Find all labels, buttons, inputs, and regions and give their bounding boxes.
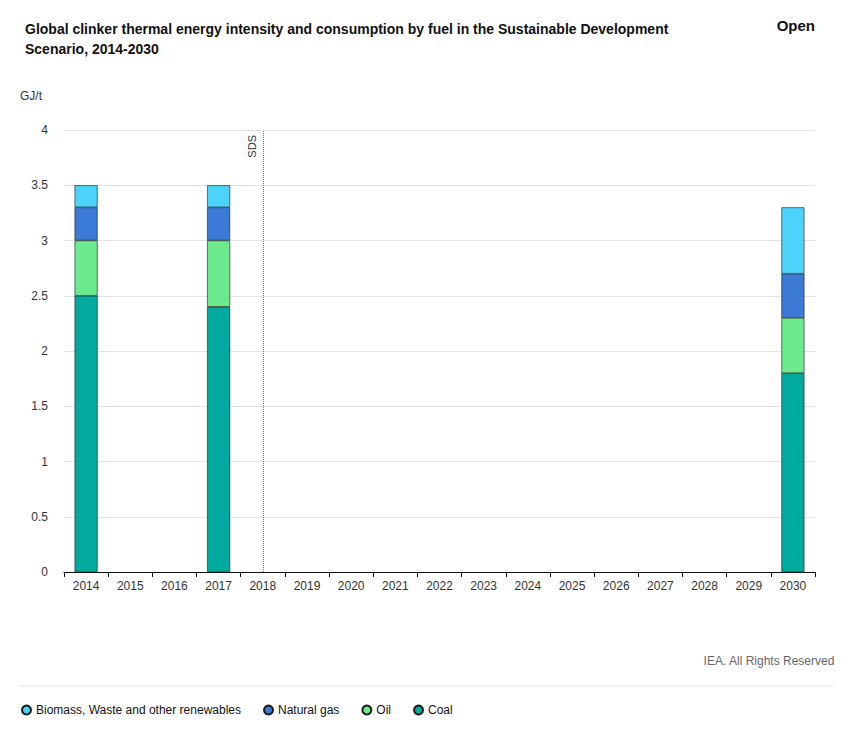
svg-text:2.5: 2.5 xyxy=(31,289,48,303)
svg-text:GJ/t: GJ/t xyxy=(20,89,43,103)
svg-text:Biomass, Waste and other renew: Biomass, Waste and other renewables xyxy=(36,703,241,717)
svg-text:2019: 2019 xyxy=(294,579,321,593)
svg-text:2016: 2016 xyxy=(161,579,188,593)
svg-text:0.5: 0.5 xyxy=(31,510,48,524)
svg-text:0: 0 xyxy=(41,565,48,579)
svg-text:2025: 2025 xyxy=(559,579,586,593)
svg-text:2023: 2023 xyxy=(470,579,497,593)
svg-text:3.5: 3.5 xyxy=(31,178,48,192)
svg-text:Oil: Oil xyxy=(376,703,391,717)
svg-text:2014: 2014 xyxy=(73,579,100,593)
svg-text:Scenario, 2014-2030: Scenario, 2014-2030 xyxy=(25,41,159,57)
svg-text:2024: 2024 xyxy=(515,579,542,593)
svg-text:Global clinker thermal energy: Global clinker thermal energy intensity … xyxy=(25,21,672,37)
svg-text:1: 1 xyxy=(41,455,48,469)
svg-text:2021: 2021 xyxy=(382,579,409,593)
svg-text:Coal: Coal xyxy=(428,703,453,717)
svg-text:2026: 2026 xyxy=(603,579,630,593)
svg-text:Natural gas: Natural gas xyxy=(278,703,339,717)
svg-text:2017: 2017 xyxy=(205,579,232,593)
svg-text:2018: 2018 xyxy=(249,579,276,593)
svg-text:2015: 2015 xyxy=(117,579,144,593)
svg-text:2028: 2028 xyxy=(691,579,718,593)
svg-text:4: 4 xyxy=(41,123,48,137)
svg-text:1.5: 1.5 xyxy=(31,399,48,413)
svg-text:Open: Open xyxy=(777,17,815,34)
svg-text:SDS: SDS xyxy=(246,135,258,158)
svg-text:2022: 2022 xyxy=(426,579,453,593)
svg-text:3: 3 xyxy=(41,234,48,248)
svg-text:2029: 2029 xyxy=(735,579,762,593)
svg-text:2020: 2020 xyxy=(338,579,365,593)
svg-text:2030: 2030 xyxy=(780,579,807,593)
svg-text:2027: 2027 xyxy=(647,579,674,593)
svg-text:IEA. All Rights Reserved: IEA. All Rights Reserved xyxy=(704,654,835,668)
svg-text:2: 2 xyxy=(41,344,48,358)
